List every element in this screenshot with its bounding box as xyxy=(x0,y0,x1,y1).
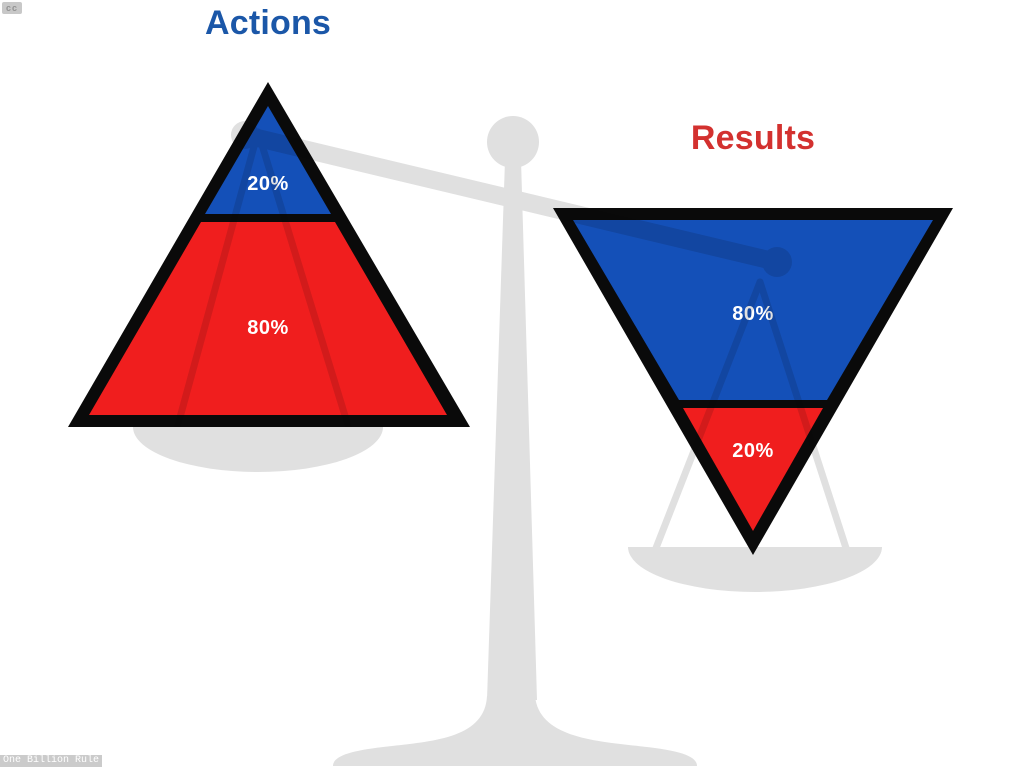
actions-top-segment xyxy=(205,106,331,214)
right-pan xyxy=(628,547,882,592)
actions-bottom-segment-label: 80% xyxy=(247,317,289,339)
results-top-segment-label: 80% xyxy=(732,303,774,325)
scale-pivot-head xyxy=(487,116,539,168)
actions-top-segment-label: 20% xyxy=(247,173,289,195)
cc-badge: cc xyxy=(2,2,23,14)
watermark: One Billion Rule xyxy=(0,755,103,767)
actions-pyramid: 20% 80% xyxy=(68,82,470,427)
results-pyramid: 80% 20% xyxy=(553,208,953,555)
scale-column xyxy=(487,160,537,700)
actions-title: Actions xyxy=(204,4,332,42)
results-top-segment xyxy=(573,220,933,400)
pyramids-layer: 20% 80% 80% 20% xyxy=(68,82,953,555)
actions-bottom-segment xyxy=(89,222,447,415)
left-pan xyxy=(133,427,383,472)
results-bottom-segment-label: 20% xyxy=(732,440,774,462)
results-title: Results xyxy=(690,119,816,157)
results-bottom-segment xyxy=(683,408,823,531)
scale-base xyxy=(333,696,697,766)
